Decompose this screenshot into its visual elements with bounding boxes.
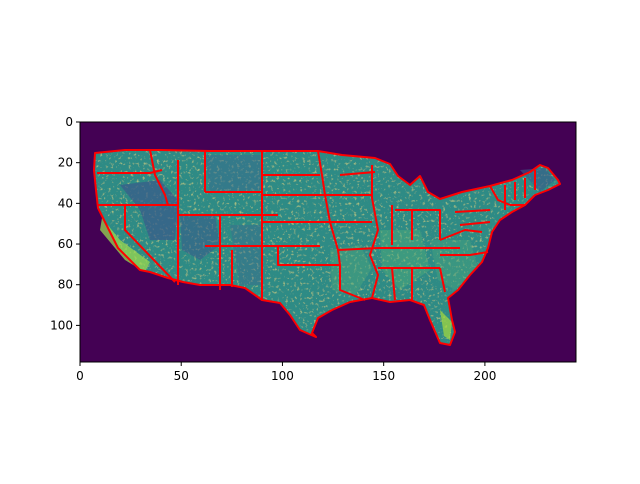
x-tick-label: 50 xyxy=(174,369,189,383)
state-boundary xyxy=(369,165,379,299)
y-tick-label: 0 xyxy=(65,115,73,129)
state-boundary xyxy=(439,229,483,241)
y-axis: 0 20 40 60 80 100 xyxy=(50,115,80,332)
x-axis: 0 50 100 150 200 xyxy=(76,362,496,383)
state-boundary xyxy=(124,205,176,283)
x-tick-label: 100 xyxy=(271,369,294,383)
y-tick-label: 80 xyxy=(58,278,73,292)
x-tick-label: 150 xyxy=(372,369,395,383)
state-boundary xyxy=(339,265,366,301)
state-boundary xyxy=(97,169,163,174)
axes-frame xyxy=(79,121,577,363)
state-boundaries xyxy=(93,149,561,346)
state-boundary xyxy=(391,267,396,301)
y-tick-label: 60 xyxy=(58,237,73,251)
x-tick-label: 200 xyxy=(473,369,496,383)
state-boundary xyxy=(149,149,169,206)
state-boundary xyxy=(339,171,376,176)
state-boundary xyxy=(412,209,441,240)
state-boundary xyxy=(454,209,491,213)
y-tick-label: 40 xyxy=(58,196,73,210)
y-tick-label: 20 xyxy=(58,156,73,170)
state-boundary xyxy=(439,267,446,293)
x-tick-label: 0 xyxy=(76,369,84,383)
state-boundary xyxy=(440,251,489,256)
state-boundary xyxy=(459,221,491,226)
state-boundary xyxy=(93,149,561,346)
state-boundary xyxy=(317,150,341,266)
y-tick-label: 100 xyxy=(50,318,73,332)
